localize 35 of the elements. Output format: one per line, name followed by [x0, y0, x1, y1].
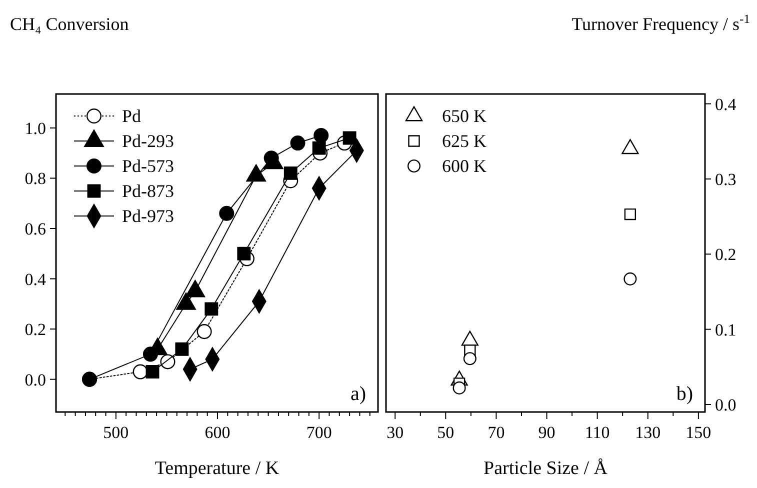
y-tick-label: 0.6 [24, 219, 46, 238]
x-tick-label: 700 [306, 423, 332, 442]
legend-label: 600 K [442, 156, 486, 176]
x-tick-label: 70 [488, 423, 505, 442]
y-tick-label: 0.8 [24, 169, 46, 188]
x-tick-label: 90 [538, 423, 556, 442]
legend-label: Pd-973 [122, 206, 174, 226]
y-tick-label: 0.0 [715, 395, 736, 414]
y-tick-label: 0.0 [24, 370, 46, 390]
annotation: a) [350, 383, 366, 405]
y-axis-title: CH₄ Conversion [10, 14, 129, 34]
x-tick-label: 110 [584, 423, 610, 442]
legend-label: Pd-293 [122, 131, 174, 151]
annotation: b) [676, 383, 693, 405]
legend-label: 650 K [442, 106, 486, 126]
x-axis-title: Particle Size / Å [484, 458, 608, 479]
y-tick-label: 0.4 [715, 94, 737, 114]
y-axis-title: Turnover Frequency / s$^{-1}$ [572, 12, 750, 34]
x-tick-label: 150 [686, 423, 712, 442]
y-tick-label: 1.0 [24, 118, 46, 138]
y-tick-label: 0.2 [24, 320, 46, 340]
legend-label: 625 K [442, 131, 486, 151]
legend-label: Pd-573 [122, 156, 174, 176]
x-tick-label: 500 [103, 423, 129, 442]
x-tick-label: 30 [386, 423, 404, 442]
y-tick-label: 0.1 [715, 320, 736, 340]
x-tick-label: 130 [635, 423, 661, 442]
legend-label: Pd-873 [122, 181, 174, 201]
y-tick-label: 0.4 [24, 270, 46, 289]
x-tick-label: 50 [437, 423, 454, 442]
x-tick-label: 600 [204, 423, 230, 442]
legend-label: Pd [122, 106, 142, 126]
y-tick-label: 0.2 [715, 245, 736, 264]
x-axis-title: Temperature / K [154, 458, 280, 479]
y-tick-label: 0.3 [715, 170, 736, 189]
